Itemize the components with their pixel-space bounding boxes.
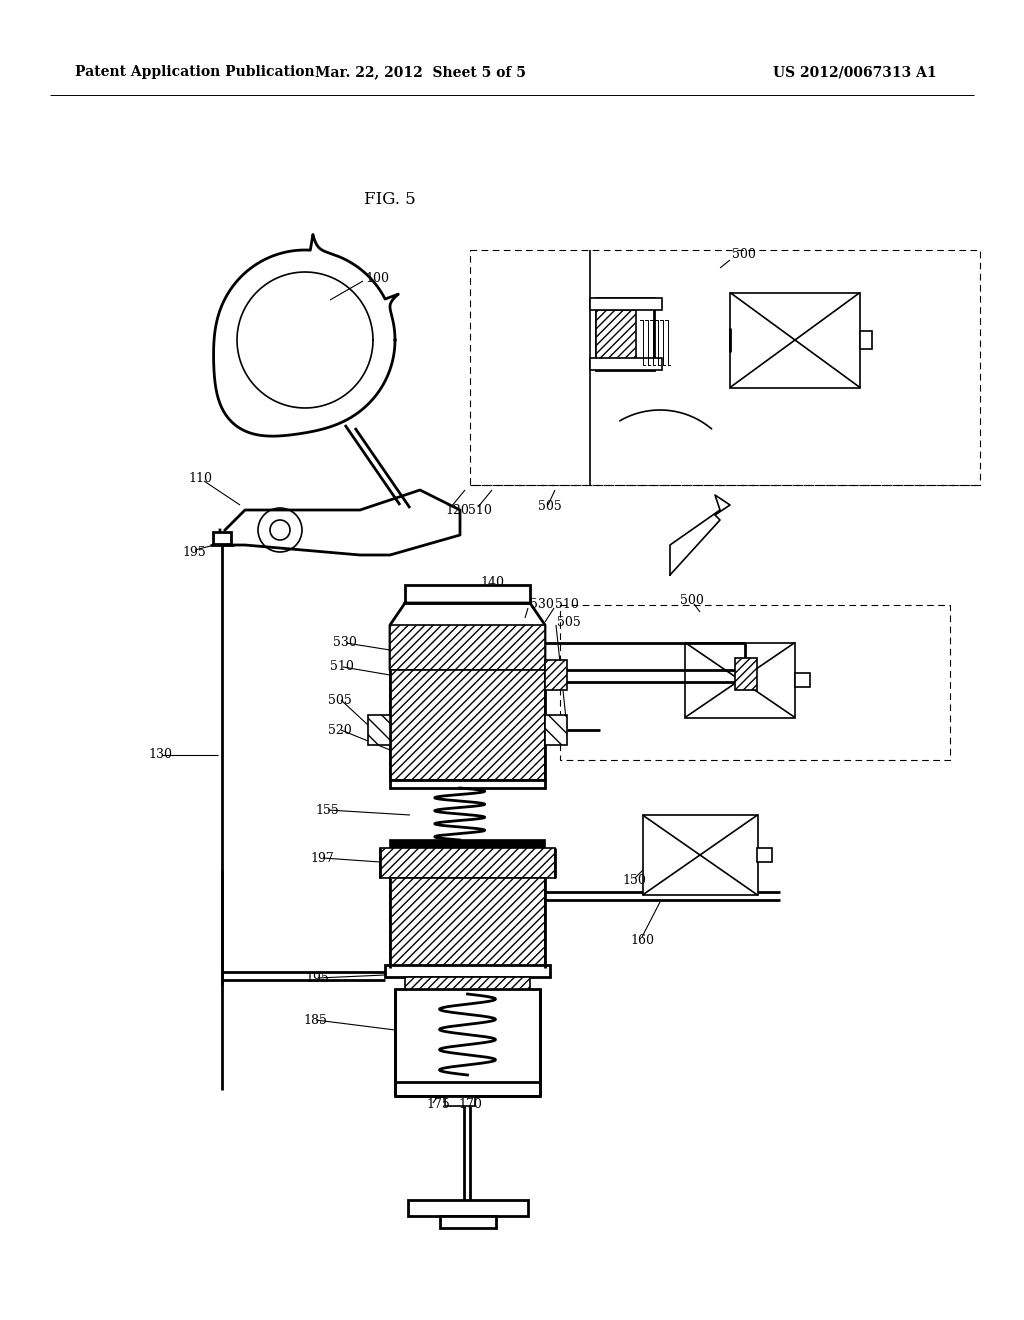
Text: 150: 150 — [622, 874, 646, 887]
Bar — [685, 643, 795, 718]
Bar — [757, 847, 772, 862]
Text: 197: 197 — [310, 851, 334, 865]
Text: 505: 505 — [328, 693, 352, 706]
Bar — [590, 358, 662, 370]
Text: FIG. 5: FIG. 5 — [365, 191, 416, 209]
Text: 505: 505 — [557, 615, 581, 628]
Text: Patent Application Publication: Patent Application Publication — [75, 65, 314, 79]
Bar — [385, 965, 550, 977]
Text: 510: 510 — [468, 503, 492, 516]
Bar — [390, 840, 545, 847]
Text: 160: 160 — [630, 933, 654, 946]
Polygon shape — [390, 603, 545, 671]
Text: 175: 175 — [426, 1098, 450, 1111]
Bar — [545, 715, 567, 744]
Bar — [730, 293, 860, 388]
Bar — [470, 249, 980, 484]
Bar — [406, 585, 530, 603]
Bar — [795, 673, 810, 686]
Bar — [735, 657, 757, 690]
Bar — [390, 780, 545, 788]
Text: Mar. 22, 2012  Sheet 5 of 5: Mar. 22, 2012 Sheet 5 of 5 — [314, 65, 525, 79]
Text: 530: 530 — [530, 598, 554, 611]
Text: US 2012/0067313 A1: US 2012/0067313 A1 — [773, 65, 937, 79]
Bar — [590, 298, 662, 310]
Bar — [560, 605, 950, 760]
Text: 500: 500 — [680, 594, 703, 606]
Bar — [596, 298, 654, 370]
Text: 140: 140 — [480, 576, 504, 589]
Text: 520: 520 — [328, 723, 352, 737]
Polygon shape — [220, 490, 460, 554]
Text: 170: 170 — [458, 1098, 482, 1111]
Bar — [408, 1200, 528, 1216]
Bar — [596, 310, 636, 366]
Bar — [390, 624, 545, 671]
Text: 130: 130 — [148, 748, 172, 762]
Text: 100: 100 — [365, 272, 389, 285]
Polygon shape — [670, 495, 730, 576]
Bar — [368, 715, 390, 744]
Text: 155: 155 — [315, 804, 339, 817]
Bar — [390, 878, 545, 968]
Bar — [545, 660, 567, 690]
Bar — [445, 1096, 475, 1106]
Bar — [406, 977, 530, 989]
Text: 195: 195 — [182, 546, 206, 560]
Text: 530: 530 — [333, 636, 357, 649]
Bar — [213, 532, 231, 544]
Text: 500: 500 — [732, 248, 756, 261]
Bar — [860, 331, 872, 348]
Bar — [380, 847, 555, 878]
Bar — [440, 1216, 496, 1228]
Circle shape — [270, 520, 290, 540]
Text: 510: 510 — [555, 598, 579, 611]
Text: 110: 110 — [188, 471, 212, 484]
Text: 510: 510 — [330, 660, 354, 673]
Polygon shape — [237, 272, 373, 408]
Text: 120: 120 — [445, 503, 469, 516]
Text: 195: 195 — [305, 972, 329, 985]
Text: 505: 505 — [538, 500, 562, 513]
Bar — [395, 989, 540, 1084]
Text: 185: 185 — [303, 1014, 327, 1027]
Bar — [395, 1082, 540, 1096]
Bar — [390, 671, 545, 780]
Bar — [642, 814, 758, 895]
